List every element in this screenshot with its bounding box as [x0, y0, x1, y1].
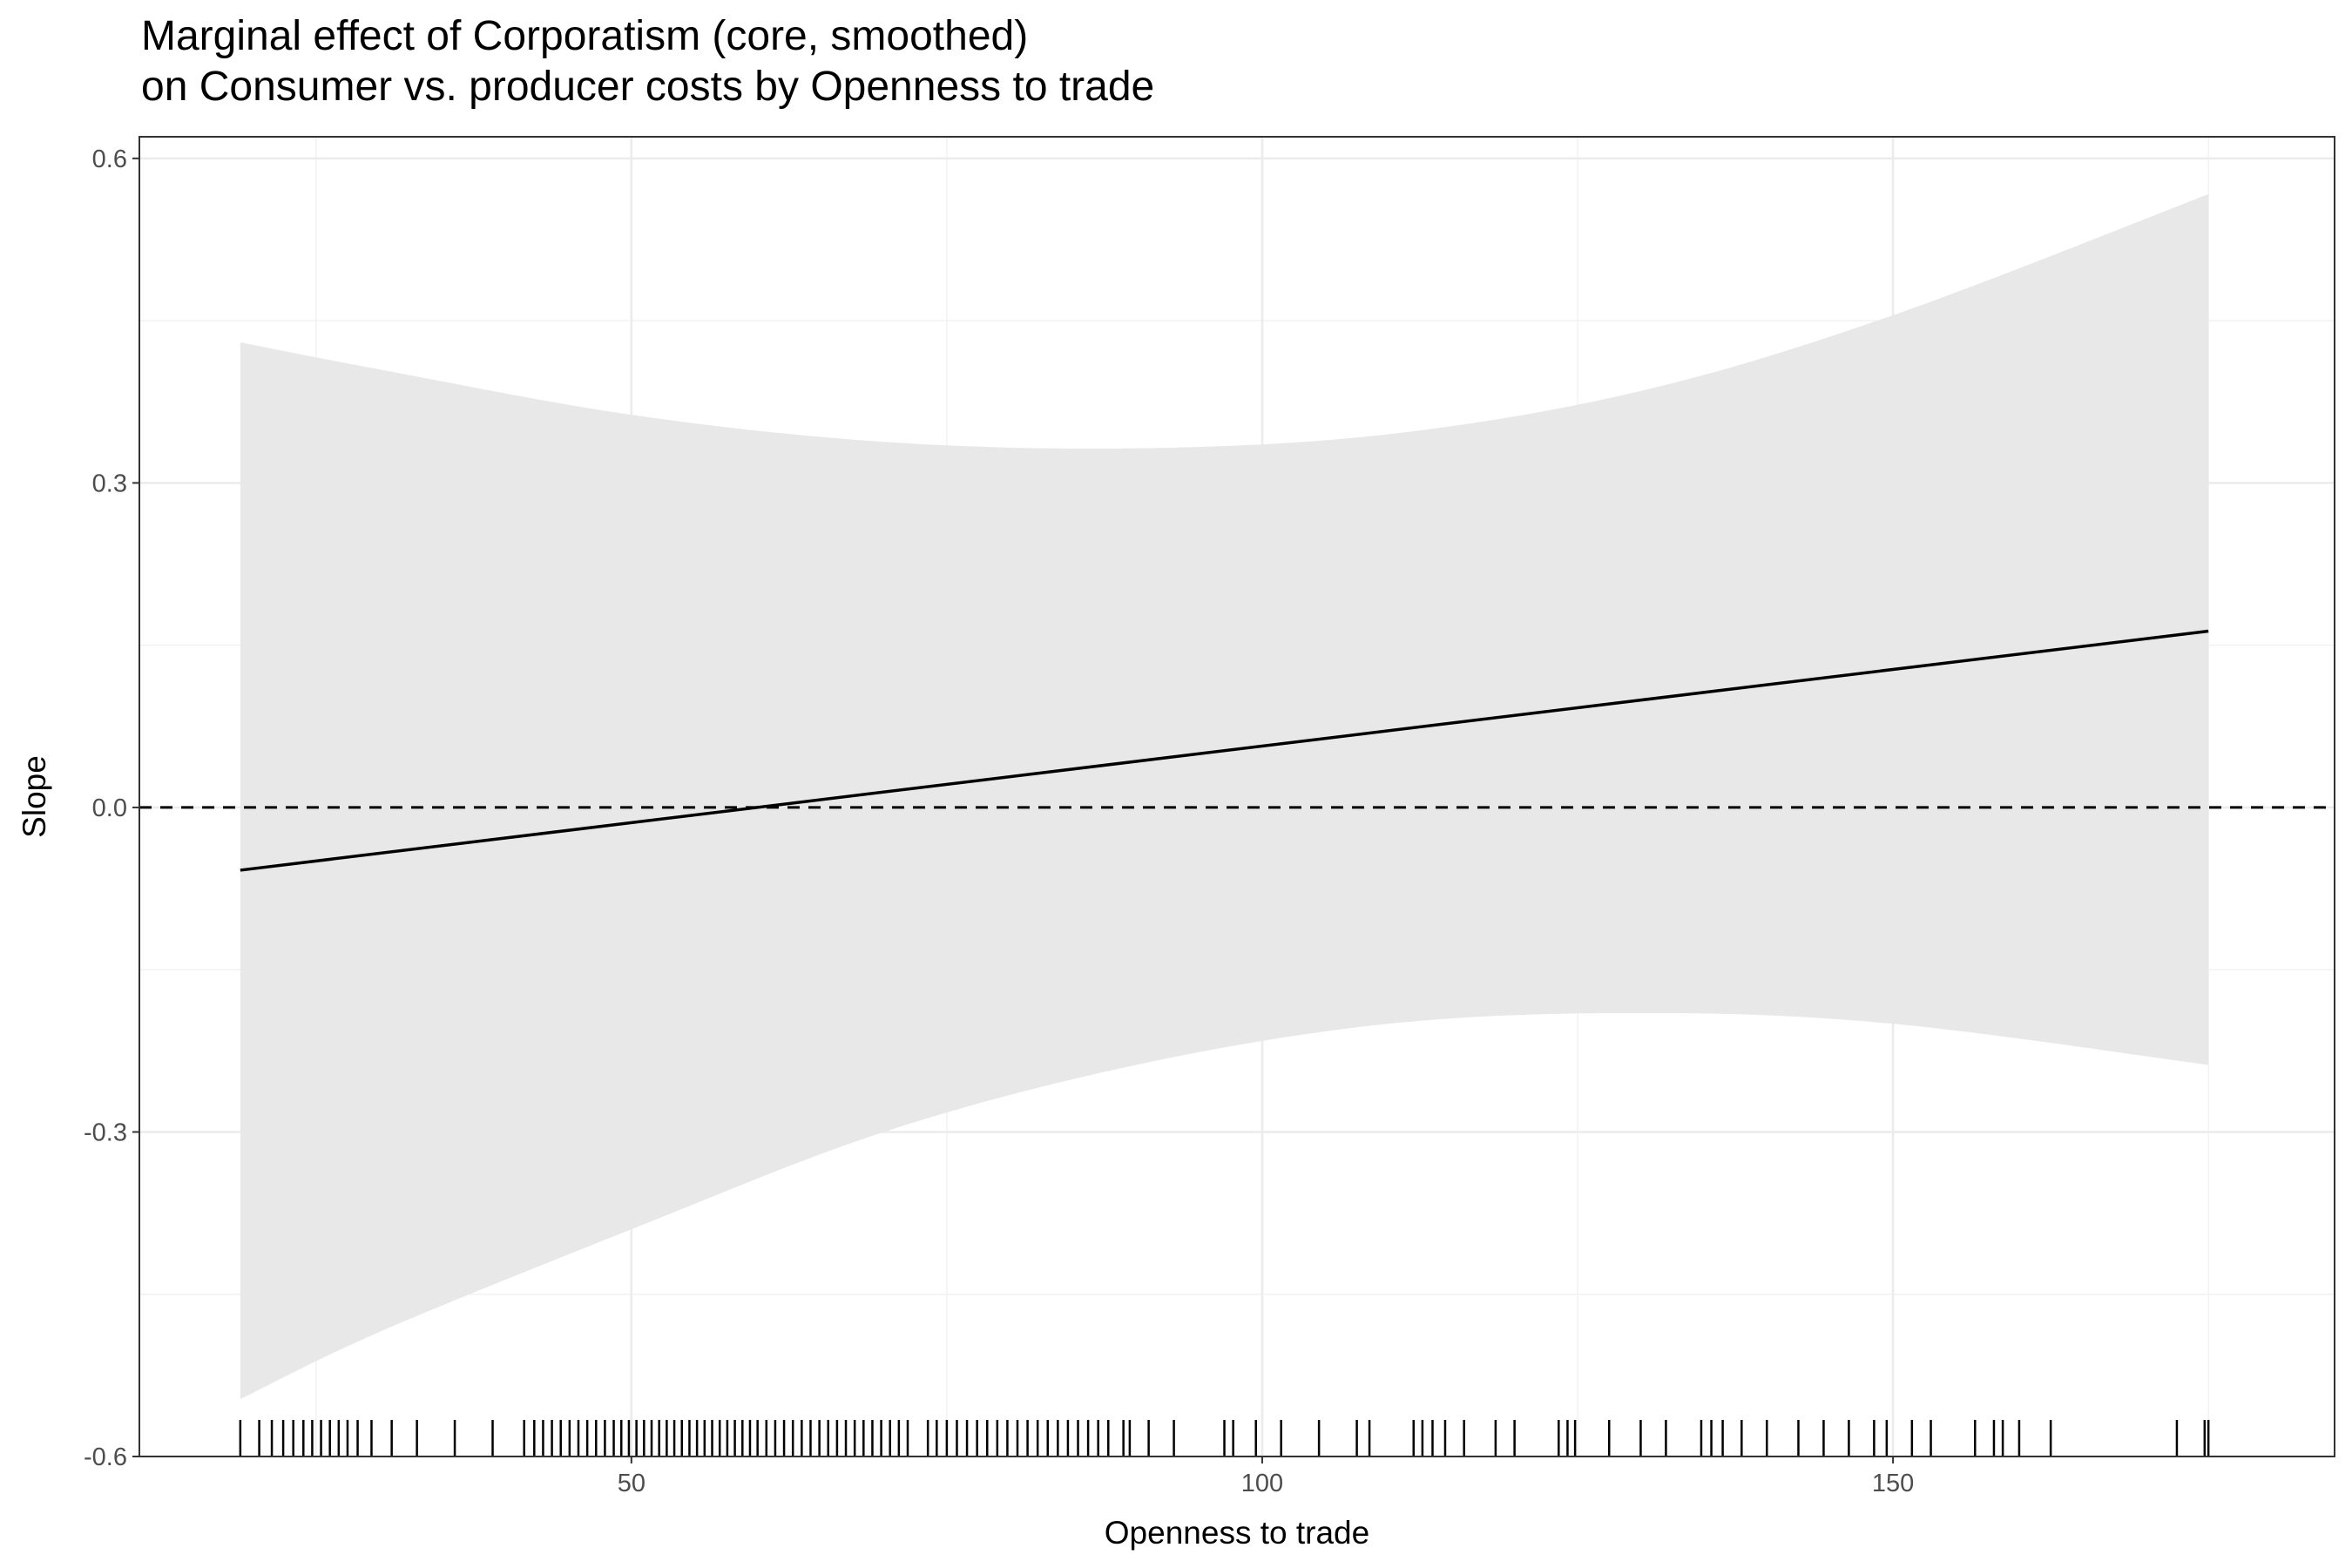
- series-layer: [240, 629, 2209, 872]
- chart-title-line-1: Marginal effect of Corporatism (core, sm…: [141, 13, 1029, 59]
- chart-title-line-2: on Consumer vs. producer costs by Openne…: [141, 64, 1155, 110]
- x-tick-label: 100: [1241, 1470, 1283, 1497]
- y-tick-label: 0.6: [92, 145, 127, 173]
- y-axis-title: Slope: [17, 755, 52, 838]
- y-tick-label: -0.6: [84, 1443, 127, 1471]
- panel-border: [139, 136, 2335, 1457]
- marginal-effect-line: [240, 629, 2209, 872]
- x-axis-title: Openness to trade: [1105, 1515, 1369, 1551]
- axis-ticks-layer: -0.6 -0.3 0.0 0.3 0.6 50 100 150: [84, 145, 1914, 1497]
- y-tick-label: 0.0: [92, 794, 127, 822]
- confidence-band-layer: [240, 193, 2209, 1400]
- y-tick-label: 0.3: [92, 470, 127, 497]
- rug-layer: [239, 1420, 2210, 1456]
- x-tick-label: 50: [618, 1470, 645, 1497]
- confidence-band: [240, 193, 2209, 1400]
- x-tick-label: 150: [1872, 1470, 1914, 1497]
- y-tick-label: -0.3: [84, 1119, 127, 1146]
